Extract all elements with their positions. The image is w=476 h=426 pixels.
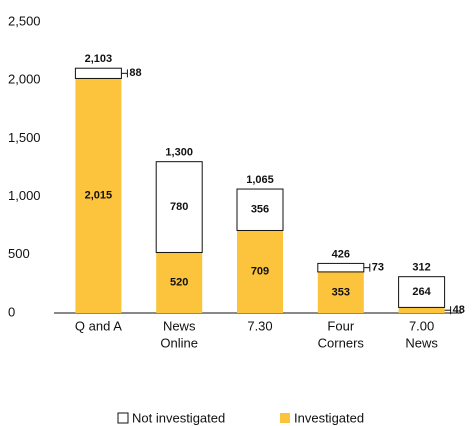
bar-segment bbox=[156, 252, 203, 313]
total-label: 1,300 bbox=[165, 147, 193, 159]
y-tick-label: 1,500 bbox=[8, 130, 41, 145]
x-tick-label: Corners bbox=[318, 335, 365, 350]
legend-swatch bbox=[117, 412, 129, 424]
value-label: 709 bbox=[251, 266, 269, 278]
value-label: 353 bbox=[332, 286, 350, 298]
y-tick-label: 2,500 bbox=[8, 13, 41, 28]
bar-segment bbox=[236, 188, 284, 231]
y-tick-label: 500 bbox=[8, 246, 30, 261]
value-label: 48 bbox=[453, 304, 465, 316]
value-label: 73 bbox=[372, 262, 384, 274]
value-label: 520 bbox=[170, 277, 188, 289]
x-tick-label: Q and A bbox=[75, 318, 122, 333]
x-tick-label: News bbox=[405, 335, 438, 350]
x-tick-label: Online bbox=[160, 335, 198, 350]
total-label: 312 bbox=[412, 262, 430, 274]
y-tick-label: 0 bbox=[8, 304, 15, 319]
total-label: 2,103 bbox=[85, 53, 113, 65]
x-tick-label: 7.30 bbox=[247, 318, 272, 333]
y-tick-label: 2,000 bbox=[8, 72, 41, 87]
value-label: 356 bbox=[251, 204, 269, 216]
total-label: 1,065 bbox=[246, 174, 274, 186]
bar-segment bbox=[155, 161, 203, 253]
x-tick-label: Four bbox=[327, 318, 354, 333]
x-tick-label: 7.00 bbox=[409, 318, 434, 333]
y-tick-label: 1,000 bbox=[8, 188, 41, 203]
bar-segment bbox=[237, 230, 283, 313]
total-label: 426 bbox=[332, 248, 350, 260]
value-label: 780 bbox=[170, 201, 188, 213]
bar-segment bbox=[317, 271, 364, 313]
value-label: 264 bbox=[412, 286, 431, 298]
bar-segment bbox=[398, 276, 446, 308]
bar-segment bbox=[75, 78, 122, 313]
bar-segment bbox=[74, 67, 122, 79]
bar-segment bbox=[398, 307, 445, 313]
legend-label: Investigated bbox=[294, 410, 364, 425]
value-label: 88 bbox=[129, 67, 141, 79]
value-label: 2,015 bbox=[85, 190, 113, 202]
legend-swatch bbox=[280, 413, 290, 423]
x-tick-label: News bbox=[163, 318, 196, 333]
bar-segment bbox=[317, 262, 365, 273]
legend-label: Not investigated bbox=[132, 410, 225, 425]
